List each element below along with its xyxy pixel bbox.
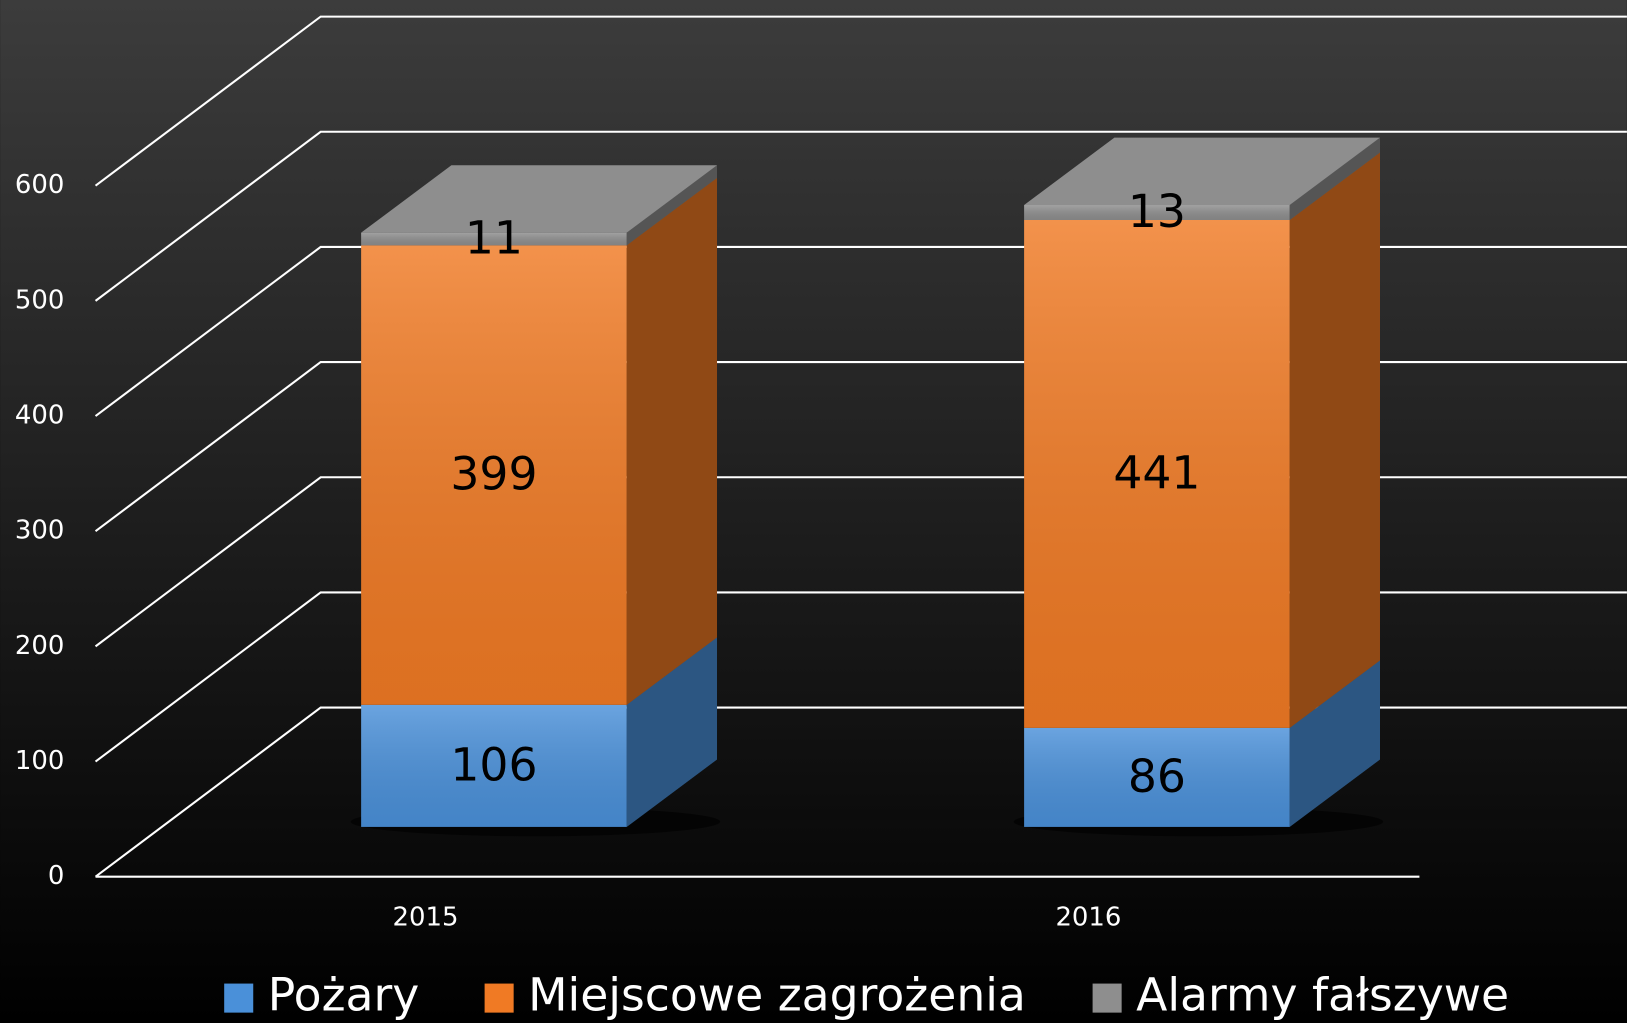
bar-side-shade <box>1289 152 1380 728</box>
data-label: 441 <box>1113 447 1200 500</box>
x-tick-label: 2015 <box>392 903 458 933</box>
bar-side <box>1289 660 1380 827</box>
bar-side-shade <box>626 637 718 827</box>
bar-top <box>361 165 718 233</box>
y-tick-label: 300 <box>15 516 64 546</box>
data-label: 399 <box>450 448 537 501</box>
data-label: 106 <box>450 738 537 791</box>
y-tick-label: 600 <box>15 170 64 200</box>
y-tick-label: 0 <box>48 861 65 891</box>
y-tick-label: 200 <box>15 631 64 661</box>
bar-front-shade <box>1024 205 1290 220</box>
y-tick-label: 100 <box>15 746 64 776</box>
legend-label: Miejscowe zagrożenia <box>528 969 1026 1022</box>
data-label: 13 <box>1128 185 1186 238</box>
bar-side <box>626 177 718 705</box>
bar-side <box>626 165 718 246</box>
legend-label: Pożary <box>268 969 420 1022</box>
plot: 0 100 200 300 400 500 600 2015 106 399 11 2016 86 441… <box>15 15 1627 1022</box>
legend-swatch <box>1092 983 1122 1013</box>
bar-side <box>626 637 718 827</box>
y-tick-label: 500 <box>15 285 64 315</box>
bar-side <box>1289 137 1380 220</box>
bar-top <box>1024 137 1380 206</box>
data-label: 86 <box>1128 750 1186 803</box>
y-tick-label: 400 <box>15 401 64 431</box>
bar-front-shade <box>1024 727 1290 827</box>
bar-side <box>1289 152 1380 728</box>
bar-front-shade <box>361 232 627 246</box>
bar-side-shade <box>1289 137 1380 220</box>
bar-front-shade <box>1024 219 1290 728</box>
data-label: 11 <box>465 212 523 265</box>
bar-front-shade <box>361 245 627 705</box>
grid-line <box>94 15 1627 187</box>
bar-side-shade <box>626 165 718 246</box>
x-tick-label: 2016 <box>1055 903 1121 933</box>
legend-swatch <box>224 983 254 1013</box>
bar-side-shade <box>1289 660 1380 827</box>
legend-label: Alarmy fałszywe <box>1136 969 1509 1022</box>
grid-line <box>94 130 1627 302</box>
bar-front-shade <box>361 704 627 827</box>
legend-swatch <box>484 983 514 1013</box>
bar-side-shade <box>626 177 718 705</box>
